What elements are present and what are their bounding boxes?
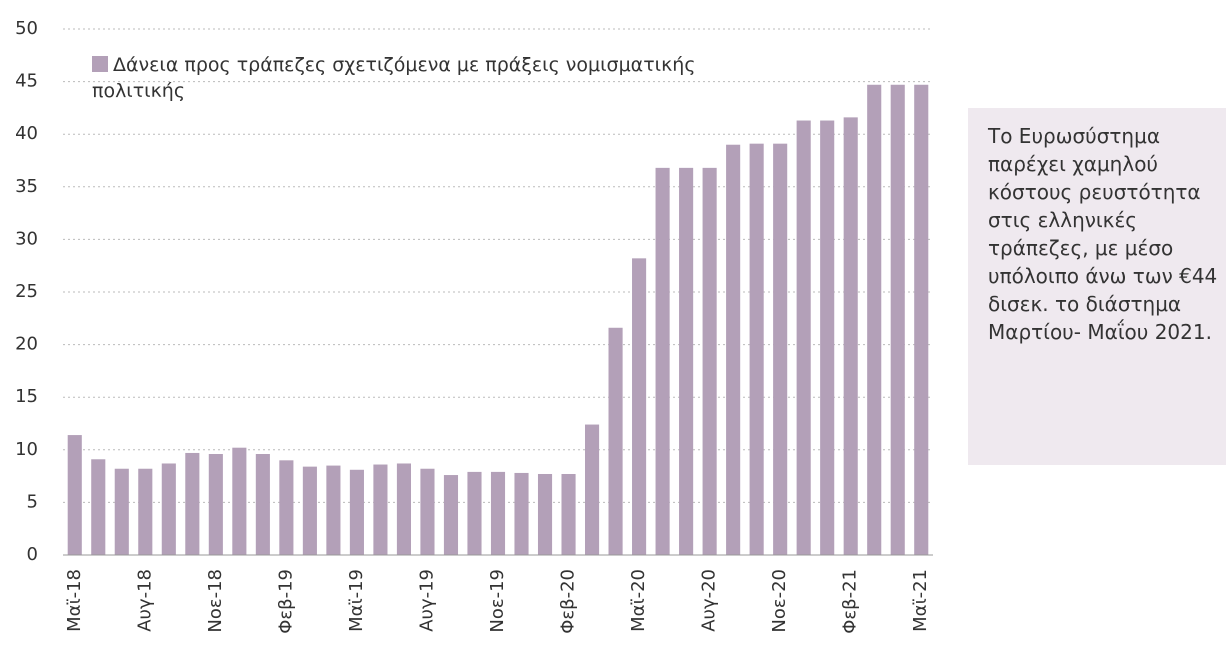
x-tick-label: Φεβ-19 bbox=[275, 569, 296, 634]
y-tick-label: 5 bbox=[27, 491, 38, 512]
bar bbox=[914, 84, 929, 556]
bar bbox=[67, 435, 82, 555]
bar bbox=[279, 460, 294, 555]
bar bbox=[161, 463, 176, 555]
bar bbox=[91, 459, 106, 555]
bar bbox=[208, 454, 223, 555]
x-tick-label: Νοε-19 bbox=[487, 569, 508, 633]
bar bbox=[632, 258, 647, 555]
x-tick-label: Αυγ-19 bbox=[416, 569, 437, 632]
y-tick-label: 15 bbox=[15, 386, 38, 407]
bar bbox=[396, 463, 411, 555]
bar bbox=[255, 454, 270, 555]
bar bbox=[537, 473, 553, 555]
bar bbox=[349, 469, 364, 555]
x-tick-label: Αυγ-18 bbox=[134, 569, 155, 632]
y-tick-label: 0 bbox=[27, 544, 38, 565]
y-tick-label: 45 bbox=[15, 71, 38, 92]
bar bbox=[796, 120, 811, 556]
legend: Δάνεια προς τράπεζες σχετιζόμενα με πράξ… bbox=[92, 52, 782, 104]
bar bbox=[302, 466, 317, 555]
bar bbox=[490, 471, 506, 555]
x-tick-label: Μαϊ-20 bbox=[628, 569, 649, 632]
x-tick-label: Νοε-18 bbox=[205, 569, 226, 633]
y-tick-label: 25 bbox=[15, 281, 38, 302]
bar bbox=[702, 167, 717, 555]
bar bbox=[585, 424, 600, 555]
legend-label: Δάνεια προς τράπεζες σχετιζόμενα με πράξ… bbox=[92, 54, 696, 102]
legend-swatch bbox=[92, 56, 108, 72]
y-tick-label: 30 bbox=[15, 228, 38, 249]
x-tick-label: Φεβ-21 bbox=[840, 569, 861, 634]
bar bbox=[420, 468, 435, 555]
bar bbox=[443, 475, 459, 555]
bar bbox=[749, 143, 764, 555]
bar bbox=[726, 144, 741, 555]
y-tick-label: 10 bbox=[15, 439, 38, 460]
x-tick-label: Μαϊ-19 bbox=[346, 569, 367, 632]
x-tick-label: Μαϊ-18 bbox=[64, 569, 85, 632]
bar bbox=[561, 473, 576, 555]
y-tick-label: 20 bbox=[15, 334, 38, 355]
bar bbox=[326, 465, 341, 555]
bar bbox=[373, 464, 388, 555]
x-tick-label: Νοε-20 bbox=[769, 569, 790, 633]
bar bbox=[890, 84, 905, 556]
annotation: Το Ευρωσύστημα παρέχει χαμηλού κόστους ρ… bbox=[968, 108, 1226, 465]
bar bbox=[773, 143, 788, 555]
bar bbox=[655, 167, 670, 555]
y-tick-label: 35 bbox=[15, 176, 38, 197]
x-tick-label: Αυγ-20 bbox=[699, 569, 720, 632]
bar bbox=[185, 452, 200, 555]
bar bbox=[138, 468, 153, 555]
x-tick-label: Μαϊ-21 bbox=[910, 569, 931, 632]
y-tick-label: 40 bbox=[15, 123, 38, 144]
bar bbox=[608, 327, 623, 555]
bar bbox=[114, 468, 129, 555]
bar bbox=[467, 471, 482, 555]
bar bbox=[679, 167, 694, 555]
bar bbox=[867, 84, 882, 556]
bar bbox=[820, 120, 835, 556]
bar bbox=[843, 117, 858, 556]
bar bbox=[232, 447, 247, 555]
x-tick-label: Φεβ-20 bbox=[558, 569, 579, 634]
y-tick-label: 50 bbox=[15, 18, 38, 39]
bar bbox=[514, 472, 529, 555]
